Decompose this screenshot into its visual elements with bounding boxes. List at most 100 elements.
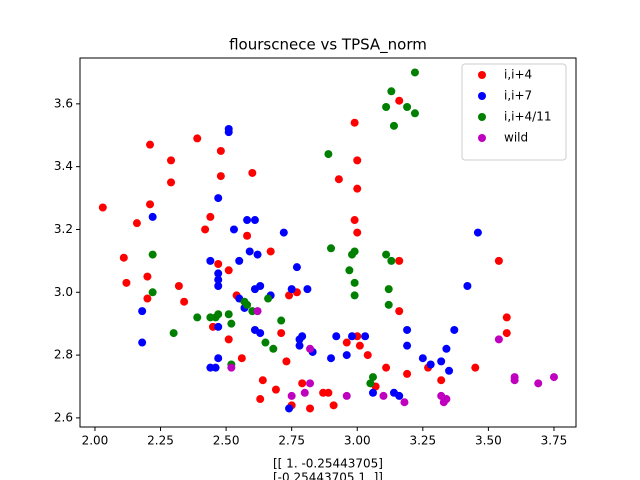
point xyxy=(138,307,147,316)
point xyxy=(214,194,223,203)
point xyxy=(148,288,157,297)
x-axis-label: [[ 1. -0.25443705] xyxy=(273,457,383,471)
y-tick-label: 3.0 xyxy=(54,285,73,299)
legend-marker xyxy=(478,92,486,100)
point xyxy=(287,285,296,294)
point xyxy=(167,156,176,165)
point xyxy=(549,373,558,382)
point xyxy=(138,338,147,347)
point xyxy=(332,332,341,341)
point xyxy=(403,325,412,334)
point xyxy=(363,351,372,360)
point xyxy=(206,256,215,265)
point xyxy=(98,203,107,212)
point xyxy=(353,184,362,193)
point xyxy=(243,231,252,240)
point xyxy=(350,291,359,300)
legend-marker xyxy=(478,71,486,79)
point xyxy=(277,316,286,325)
point xyxy=(345,266,354,275)
point xyxy=(266,247,275,256)
y-tick-label: 3.6 xyxy=(54,96,73,110)
point xyxy=(216,172,225,181)
point xyxy=(143,272,152,281)
point xyxy=(258,376,267,385)
point xyxy=(146,200,155,209)
point xyxy=(227,363,236,372)
point xyxy=(271,385,280,394)
point xyxy=(471,363,480,372)
point xyxy=(261,338,270,347)
y-tick-label: 2.6 xyxy=(54,410,73,424)
point xyxy=(327,354,336,363)
point xyxy=(143,294,152,303)
point xyxy=(342,351,351,360)
point xyxy=(445,366,454,375)
legend-box xyxy=(461,63,567,161)
legend-label: i,i+4/11 xyxy=(504,110,551,124)
point xyxy=(442,395,451,404)
point xyxy=(174,281,183,290)
point xyxy=(306,404,315,413)
x-tick-label: 3.25 xyxy=(409,434,436,448)
point xyxy=(334,175,343,184)
x-tick-label: 2.75 xyxy=(278,434,305,448)
point xyxy=(214,354,223,363)
point xyxy=(324,150,333,159)
point xyxy=(418,354,427,363)
point xyxy=(350,216,359,225)
point xyxy=(214,269,223,278)
point xyxy=(287,391,296,400)
legend-label: i,i+4 xyxy=(504,68,532,82)
point xyxy=(395,307,404,316)
point xyxy=(237,354,246,363)
point xyxy=(306,344,315,353)
point xyxy=(227,319,236,328)
point xyxy=(180,297,189,306)
point xyxy=(355,341,364,350)
point xyxy=(350,118,359,127)
point xyxy=(384,300,393,309)
x-tick-label: 3.00 xyxy=(344,434,371,448)
chart-title: flourscnece vs TPSA_norm xyxy=(229,36,427,55)
x-tick-label: 2.25 xyxy=(147,434,174,448)
point xyxy=(384,285,393,294)
point xyxy=(324,388,333,397)
point xyxy=(285,404,294,413)
point xyxy=(256,395,265,404)
y-tick-label: 3.4 xyxy=(54,159,73,173)
point xyxy=(327,244,336,253)
point xyxy=(463,281,472,290)
point xyxy=(342,391,351,400)
point xyxy=(253,250,262,259)
point xyxy=(361,332,370,341)
point xyxy=(193,134,202,143)
point xyxy=(214,260,223,269)
point xyxy=(250,216,259,225)
point xyxy=(243,300,252,309)
point xyxy=(348,332,356,341)
point xyxy=(169,329,178,338)
point xyxy=(292,263,301,272)
point xyxy=(410,109,419,118)
point xyxy=(502,313,511,322)
point xyxy=(214,310,223,319)
point xyxy=(494,256,503,265)
point xyxy=(248,168,257,177)
point xyxy=(353,228,362,237)
point xyxy=(148,212,157,221)
point xyxy=(494,335,503,344)
plot-frame xyxy=(79,57,577,428)
point xyxy=(403,102,412,111)
point xyxy=(224,310,233,319)
point xyxy=(298,332,307,341)
x-tick-label: 3.75 xyxy=(541,434,568,448)
point xyxy=(277,329,286,338)
point xyxy=(410,68,419,77)
point xyxy=(368,388,377,397)
legend-marker xyxy=(478,134,486,142)
x-tick-label: 2.50 xyxy=(213,434,240,448)
point xyxy=(395,96,404,105)
point xyxy=(256,281,265,290)
